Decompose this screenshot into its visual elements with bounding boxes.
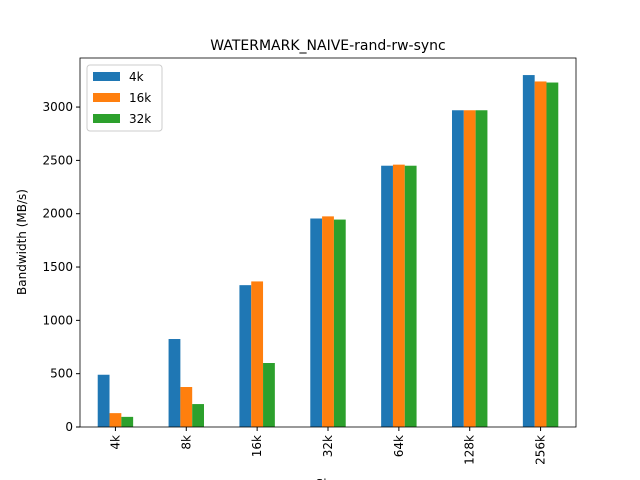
x-tick-label: 4k [108, 435, 122, 450]
legend-swatch [93, 93, 120, 102]
y-tick-label: 3000 [42, 100, 73, 114]
plot-frame [79, 57, 577, 428]
chart-title: WATERMARK_NAIVE-rand-rw-sync [210, 38, 445, 54]
y-tick-label: 2000 [42, 207, 73, 221]
bar [192, 404, 204, 427]
y-tick-label: 0 [65, 420, 73, 434]
x-tick-label: 32k [321, 435, 335, 457]
legend-label: 16k [129, 91, 151, 105]
x-tick-label: 8k [179, 435, 193, 450]
bar [180, 387, 193, 427]
x-tick-label: 128k [463, 435, 477, 465]
y-tick-label: 1500 [42, 260, 73, 274]
bar [404, 165, 417, 427]
bar [392, 164, 405, 427]
bar [475, 110, 488, 427]
legend-label: 32k [129, 112, 151, 126]
y-tick-label: 2500 [42, 153, 73, 167]
bar [522, 75, 535, 427]
y-axis-label: Bandwidth (MB/s) [15, 189, 29, 295]
x-tick-label: 256k [534, 435, 548, 465]
bar [534, 81, 547, 427]
bar [546, 82, 559, 427]
bar [263, 363, 275, 427]
bar [322, 216, 334, 427]
bar [239, 285, 252, 427]
bar [463, 110, 476, 427]
y-tick-label: 1000 [42, 313, 73, 327]
bar [168, 339, 181, 427]
bar [109, 413, 122, 427]
bar [452, 110, 464, 427]
bar [97, 374, 110, 427]
legend-swatch [93, 72, 120, 81]
x-axis-label: Size [316, 477, 341, 480]
x-tick-label: 64k [392, 435, 406, 457]
legend-label: 4k [129, 70, 144, 84]
bar [121, 416, 134, 427]
legend-swatch [93, 114, 120, 123]
bar [251, 281, 264, 427]
bar [381, 165, 393, 427]
bar [310, 218, 323, 427]
bar [333, 219, 346, 427]
x-tick-label: 16k [250, 435, 264, 457]
y-tick-label: 500 [50, 367, 73, 381]
